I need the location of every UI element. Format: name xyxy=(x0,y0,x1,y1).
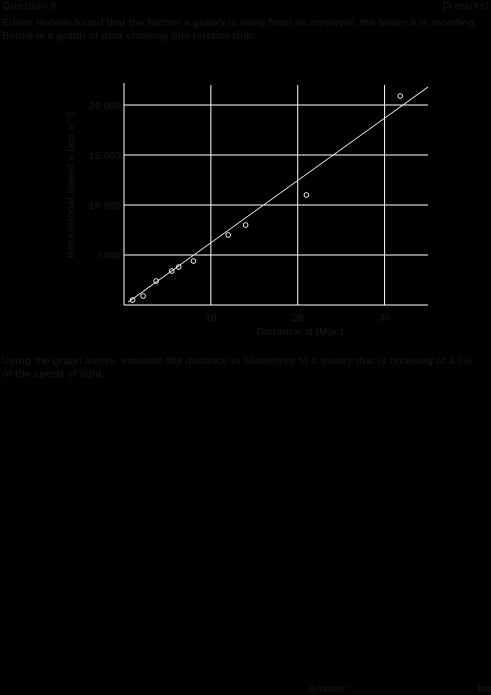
question-title: Question 8 xyxy=(2,0,57,12)
data-point xyxy=(129,297,136,303)
y-tick-label: 15 000 xyxy=(89,150,121,162)
y-tick-label: 5000 xyxy=(98,250,122,262)
data-point xyxy=(140,293,146,299)
answer-unit: km xyxy=(477,683,491,695)
prompt-line-2: of the speed of light. xyxy=(2,367,105,380)
data-point xyxy=(169,268,175,274)
chart-ticks: 10 20 30 5000 10 000 15 000 20 000 xyxy=(89,100,391,324)
data-point xyxy=(242,222,249,228)
data-point xyxy=(225,232,231,238)
data-point xyxy=(190,258,197,264)
trend-line xyxy=(128,86,429,303)
question-marks: (3 marks) xyxy=(442,0,489,12)
answer-input-line[interactable] xyxy=(354,682,473,692)
data-point xyxy=(175,264,182,270)
question-prompt: Using the graph above, estimate the dist… xyxy=(2,355,487,380)
answer-row: Answer: km xyxy=(308,682,491,695)
intro-line-2: Below is a graph of data showing this re… xyxy=(2,29,256,42)
data-point xyxy=(397,93,403,99)
answer-label: Answer: xyxy=(308,683,350,695)
y-axis-label: Recessional speed v (km s⁻¹) xyxy=(65,112,77,258)
data-point xyxy=(153,278,159,284)
prompt-line-1: Using the graph above, estimate the dist… xyxy=(2,355,473,367)
x-axis-label: Distance, d (Mpc) xyxy=(257,326,344,338)
chart-axes xyxy=(123,83,428,306)
hubble-graph: 10 20 30 5000 10 000 15 000 20 000 Distance, d… xyxy=(65,83,429,338)
data-point xyxy=(303,192,310,198)
intro-line-1: Edwin Hubble found that the further a ga… xyxy=(2,17,478,29)
data-points xyxy=(129,93,403,303)
y-tick-label: 10 000 xyxy=(89,200,121,212)
x-tick-label: 20 xyxy=(292,312,304,324)
y-tick-label: 20 000 xyxy=(89,100,121,112)
question-intro: Edwin Hubble found that the further a ga… xyxy=(2,17,487,42)
chart-grid xyxy=(124,85,428,305)
x-tick-label: 30 xyxy=(379,312,391,324)
x-tick-label: 10 xyxy=(205,312,217,324)
